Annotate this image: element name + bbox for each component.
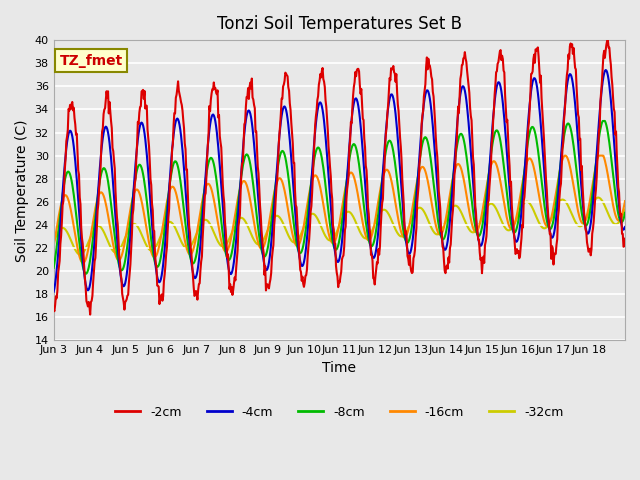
Text: TZ_fmet: TZ_fmet (60, 54, 123, 68)
X-axis label: Time: Time (323, 361, 356, 375)
Y-axis label: Soil Temperature (C): Soil Temperature (C) (15, 119, 29, 262)
Title: Tonzi Soil Temperatures Set B: Tonzi Soil Temperatures Set B (217, 15, 462, 33)
Legend: -2cm, -4cm, -8cm, -16cm, -32cm: -2cm, -4cm, -8cm, -16cm, -32cm (110, 401, 568, 424)
